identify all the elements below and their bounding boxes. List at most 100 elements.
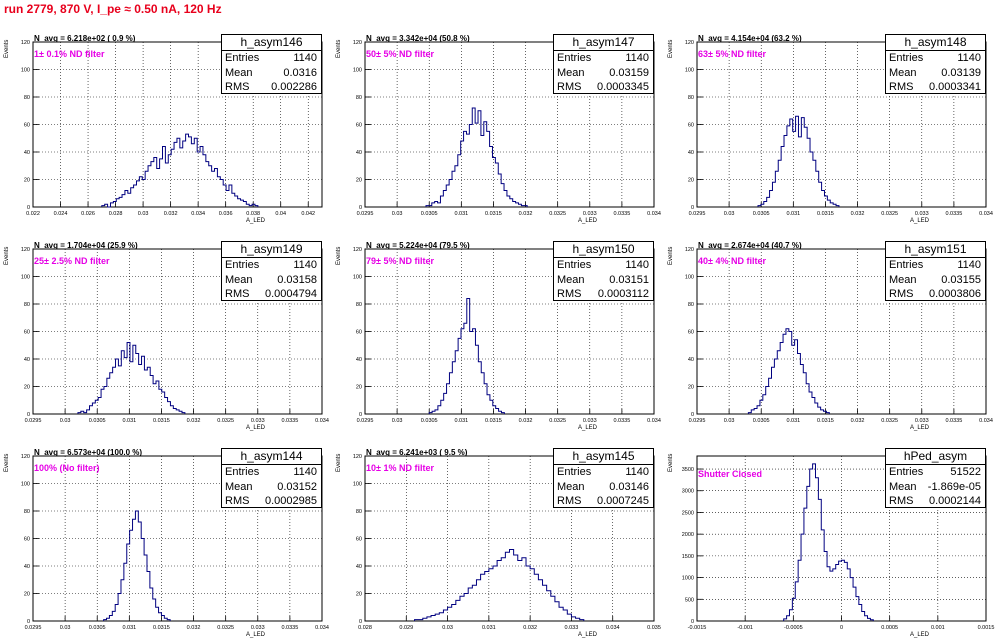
y-tick-label: 40 [356,150,362,156]
navg-label: N_avg = 3.342e+04 (50.8 %) [366,34,470,43]
histogram-series-h_asym149 [77,342,186,414]
y-tick-label: 20 [356,592,362,598]
stats-key: RMS [557,81,582,93]
x-tick-label: 0.033 [251,418,265,424]
y-tick-label: 0 [27,205,30,211]
stats-value: 0.03152 [277,480,317,493]
y-tick-label: 120 [685,247,694,253]
x-tick-label: 0.031 [454,211,468,217]
stats-row-rms: RMS 0.0003806 [886,287,985,302]
histogram-series-hPed_asym [783,463,874,621]
x-tick-label: 0.031 [786,211,800,217]
stats-row-entries: Entries 1140 [554,51,653,66]
stats-row-mean: Mean 0.03152 [222,480,321,495]
y-tick-label: 40 [688,357,694,363]
stats-value: 0.0004794 [265,288,317,300]
y-tick-label: 100 [353,68,362,74]
stats-row-entries: Entries 1140 [886,258,985,273]
navg-label: N_avg = 6.241e+03 ( 9.5 %) [366,448,468,457]
y-axis-label: Events [336,246,342,265]
stats-value: 0.03139 [941,66,981,79]
stats-value: 0.03151 [609,273,649,286]
x-tick-label: 0.033 [251,625,265,631]
stats-value: -1.869e-05 [927,480,981,493]
y-tick-label: 60 [356,123,362,129]
x-tick-label: 0.034 [647,211,661,217]
x-tick-label: 0.0315 [817,211,834,217]
histogram-series-h_asym147 [425,107,528,207]
histogram-panel-h_asym151: 0.0295 0.03 0.0305 0.031 0.0315 0.032 0.0325 0.… [664,227,996,434]
stats-key: Entries [557,52,592,64]
x-tick-label: 0.031 [482,625,496,631]
stats-value: 0.03158 [277,273,317,286]
stats-value: 0.0316 [283,66,317,79]
plot-frame [364,248,655,415]
stats-key: Mean [889,66,917,79]
y-axis-label: Events [668,39,674,58]
x-tick-label: -0.0015 [688,625,707,631]
histogram-series-h_asym148 [757,115,840,207]
stats-value: 0.03155 [941,273,981,286]
x-axis-label: A_LED [246,632,266,638]
x-axis-label: A_LED [910,425,930,431]
x-tick-label: 0.0295 [25,625,42,631]
stats-value: 0.0003112 [597,288,649,300]
stats-row-rms: RMS 0.002286 [222,80,321,95]
stats-key: Mean [225,273,253,286]
y-tick-label: 0 [691,205,694,211]
stats-key: Mean [889,480,917,493]
y-tick-label: 100 [685,275,694,281]
stats-row-mean: Mean -1.869e-05 [886,480,985,495]
navg-label: N_avg = 5.224e+04 (79.5 %) [366,241,470,250]
x-tick-label: 0.0325 [549,418,566,424]
y-tick-label: 0 [27,412,30,418]
stats-key: RMS [557,288,582,300]
stats-row-entries: Entries 1140 [886,51,985,66]
y-tick-label: 60 [24,537,30,543]
x-tick-label: 0.0315 [153,625,170,631]
y-tick-label: 80 [24,302,30,308]
y-tick-label: 1000 [682,576,694,582]
y-tick-label: 80 [356,509,362,515]
stats-row-mean: Mean 0.03155 [886,273,985,288]
x-tick-label: 0.0325 [881,418,898,424]
y-axis-label: Events [336,39,342,58]
x-tick-label: 0.0325 [217,625,234,631]
x-tick-label: 0.032 [851,211,865,217]
stats-row-mean: Mean 0.03151 [554,273,653,288]
stats-value: 1140 [957,52,981,64]
stats-value: 0.03159 [609,66,649,79]
y-tick-label: 20 [24,385,30,391]
stats-key: Entries [889,52,924,64]
stats-row-rms: RMS 0.0003112 [554,287,653,302]
x-tick-label: -0.0005 [784,625,803,631]
x-tick-label: 0.03 [138,211,149,217]
x-tick-label: 0.0295 [357,211,374,217]
stats-row-mean: Mean 0.03146 [554,480,653,495]
stats-box: h_asym146 Entries 1140 Mean 0.0316 RMS 0.00228… [221,34,322,94]
x-tick-label: 0.034 [315,418,329,424]
stats-box: hPed_asym Entries 51522 Mean -1.869e-05 RMS 0.… [885,448,986,508]
plot-frame [32,41,323,208]
histogram-panel-h_asym146: 0.022 0.024 0.026 0.028 0.03 0.032 0.034 0.036 0… [0,20,332,227]
y-tick-label: 0 [691,619,694,625]
y-tick-label: 100 [353,275,362,281]
x-tick-label: 0.0305 [89,625,106,631]
x-tick-label: 0.0315 [485,211,502,217]
filter-label: 1± 0.1% ND filter [34,49,105,59]
histogram-series-h_asym146 [101,133,259,208]
filter-label: 40± 4% ND filter [698,256,766,266]
stats-box-title: h_asym144 [222,449,321,465]
x-tick-label: 0.03 [392,418,403,424]
stats-key: Mean [225,480,253,493]
y-tick-label: 40 [24,564,30,570]
y-tick-label: 80 [688,95,694,101]
x-tick-label: 0.03 [60,418,71,424]
y-axis-label: Events [668,246,674,265]
y-tick-label: 0 [359,412,362,418]
filter-label: 50± 5% ND filter [366,49,434,59]
x-tick-label: 0.033 [583,211,597,217]
histogram-panel-h_asym147: 0.0295 0.03 0.0305 0.031 0.0315 0.032 0.0325 0.… [332,20,664,227]
histogram-panel-h_asym150: 0.0295 0.03 0.0305 0.031 0.0315 0.032 0.0325 0.… [332,227,664,434]
x-tick-label: 0.031 [454,418,468,424]
